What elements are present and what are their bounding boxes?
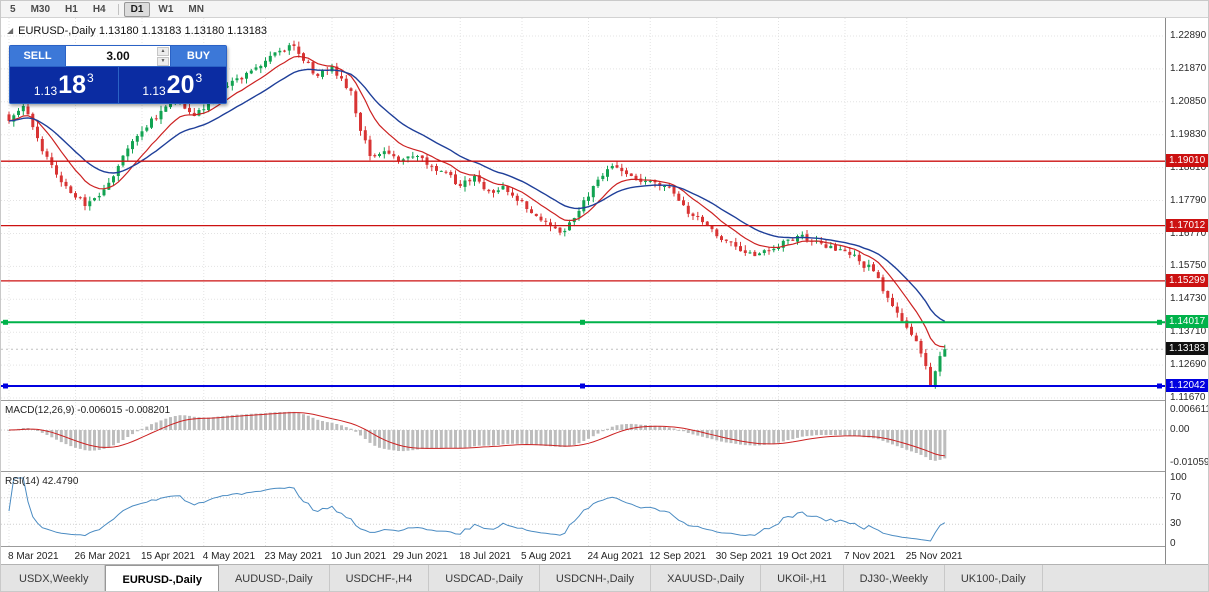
toolbar-separator [117, 3, 119, 15]
volume-up-icon[interactable]: ▲ [157, 47, 169, 56]
macd-axis-label: 0.006611 [1170, 403, 1209, 415]
rsi-label: RSI(14) 42.4790 [5, 476, 79, 487]
price-axis-label: 1.17790 [1170, 194, 1207, 206]
sell-price-big: 18 [58, 71, 86, 99]
buy-price-point: 3 [195, 71, 203, 85]
price-axis[interactable]: 1.228901.218701.208501.198301.188101.177… [1165, 18, 1209, 564]
level-price-tag: 1.17012 [1166, 218, 1208, 232]
date-axis-label: 25 Nov 2021 [905, 551, 963, 562]
chart-corner-icon[interactable]: ◢ [7, 26, 14, 35]
price-axis-label: 1.15750 [1170, 260, 1207, 272]
chart-tab-eurusd-daily[interactable]: EURUSD-,Daily [105, 565, 219, 591]
date-axis-label: 29 Jun 2021 [392, 551, 448, 562]
chart-title-text: EURUSD-,Daily 1.13180 1.13183 1.13180 1.… [18, 25, 268, 37]
timeframe-M30[interactable]: M30 [30, 3, 51, 15]
date-axis-label: 12 Sep 2021 [649, 551, 706, 562]
chart-title: ◢ EURUSD-,Daily 1.13180 1.13183 1.13180 … [7, 25, 267, 37]
sell-price-point: 3 [86, 71, 94, 85]
price-axis-label: 1.14730 [1170, 293, 1207, 305]
buy-price-display[interactable]: 1.13 20 3 [118, 67, 226, 103]
level-price-tag: 1.14017 [1166, 315, 1208, 329]
timeframe-H1[interactable]: H1 [65, 3, 78, 15]
date-axis-label: 8 Mar 2021 [8, 551, 59, 562]
chart-tab-usdchf-h4[interactable]: USDCHF-,H4 [330, 565, 430, 591]
date-axis-label: 26 Mar 2021 [74, 551, 131, 562]
trade-prices-row: 1.13 18 3 1.13 20 3 [10, 67, 226, 103]
timeframe-W1[interactable]: W1 [158, 3, 174, 15]
rsi-axis-label: 0 [1170, 538, 1176, 549]
macd-label: MACD(12,26,9) -0.006015 -0.008201 [5, 405, 171, 416]
date-axis-label: 5 Aug 2021 [521, 551, 572, 562]
price-axis-label: 1.11670 [1170, 392, 1206, 403]
timeframe-H4[interactable]: H4 [92, 3, 106, 15]
volume-value: 3.00 [106, 49, 130, 63]
date-axis-label: 23 May 2021 [264, 551, 323, 562]
chart-tab-ukoil-h1[interactable]: UKOil-,H1 [761, 565, 844, 591]
chart-tabs-bar: USDX,Weekly EURUSD-,Daily AUDUSD-,Daily USD… [1, 564, 1208, 591]
rsi-chart[interactable] [1, 473, 1165, 546]
rsi-indicator-panel: RSI(14) 42.4790 [1, 473, 1165, 546]
chart-tab-audusd-daily[interactable]: AUDUSD-,Daily [219, 565, 330, 591]
volume-down-icon[interactable]: ▼ [157, 57, 169, 66]
rsi-axis-label: 100 [1170, 472, 1187, 483]
timeframe-5[interactable]: 5 [10, 3, 16, 15]
chart-tab-usdcad-daily[interactable]: USDCAD-,Daily [429, 565, 540, 591]
price-axis-label: 1.21870 [1170, 62, 1207, 74]
chart-tab-uk100-daily[interactable]: UK100-,Daily [945, 565, 1043, 591]
timeframe-D1[interactable]: D1 [123, 1, 151, 17]
price-axis-label: 1.12690 [1170, 359, 1207, 371]
timeframe-MN[interactable]: MN [188, 3, 204, 15]
rsi-axis-label: 30 [1170, 518, 1182, 530]
sell-button[interactable]: SELL [10, 46, 65, 66]
macd-axis-label: 0.00 [1170, 424, 1190, 435]
price-axis-label: 1.20850 [1170, 95, 1207, 107]
chart-tab-xauusd-daily[interactable]: XAUUSD-,Daily [651, 565, 762, 591]
buy-price-prefix: 1.13 [142, 84, 166, 98]
price-axis-label: 1.13710 [1170, 326, 1207, 338]
sell-price-prefix: 1.13 [33, 84, 58, 98]
date-axis-label: 15 Apr 2021 [141, 551, 195, 562]
timeframe-toolbar: 5 M30 H1 H4 D1 W1 MN [1, 1, 1208, 18]
candlestick-chart[interactable] [1, 18, 1165, 400]
macd-chart[interactable] [1, 402, 1165, 471]
price-chart-panel: ◢ EURUSD-,Daily 1.13180 1.13183 1.13180 … [1, 18, 1165, 400]
trade-controls-row: SELL 3.00 ▲ ▼ BUY [10, 46, 226, 66]
rsi-axis-label: 70 [1170, 491, 1182, 503]
level-price-tag: 1.12042 [1166, 379, 1208, 392]
level-price-tag: 1.15299 [1166, 273, 1208, 287]
date-axis-label: 19 Oct 2021 [777, 551, 832, 562]
chart-tab-dj30-weekly[interactable]: DJ30-,Weekly [844, 565, 945, 591]
date-axis-label: 18 Jul 2021 [459, 551, 511, 562]
volume-input[interactable]: 3.00 ▲ ▼ [66, 46, 170, 66]
chart-tab-usdcnh-daily[interactable]: USDCNH-,Daily [540, 565, 652, 591]
volume-spinner: ▲ ▼ [157, 47, 169, 66]
date-axis-label: 4 May 2021 [202, 551, 256, 562]
price-axis-label: 1.22890 [1170, 30, 1207, 41]
buy-price-big: 20 [166, 71, 195, 99]
panel-separator[interactable] [1, 471, 1208, 473]
buy-button[interactable]: BUY [171, 46, 226, 66]
one-click-trading-panel: SELL 3.00 ▲ ▼ BUY 1.13 18 3 1.13 20 3 [9, 45, 227, 104]
current-price-tag: 1.13183 [1166, 342, 1208, 356]
sell-price-display[interactable]: 1.13 18 3 [10, 67, 118, 103]
panel-separator[interactable] [1, 400, 1208, 402]
date-axis[interactable]: 8 Mar 2021 26 Mar 2021 15 Apr 2021 4 May 20… [1, 546, 1165, 564]
macd-indicator-panel: MACD(12,26,9) -0.006015 -0.008201 [1, 402, 1165, 471]
macd-axis-label: -0.010599 [1170, 456, 1209, 468]
date-axis-label: 30 Sep 2021 [715, 551, 773, 562]
level-price-tag: 1.19010 [1166, 154, 1208, 168]
date-axis-label: 10 Jun 2021 [331, 551, 387, 562]
price-axis-label: 1.19830 [1170, 128, 1207, 140]
chart-tab-usdx-weekly[interactable]: USDX,Weekly [3, 565, 106, 591]
price-axis-label: 1.16770 [1170, 227, 1207, 239]
date-axis-label: 24 Aug 2021 [587, 551, 644, 562]
date-axis-label: 7 Nov 2021 [844, 551, 896, 562]
